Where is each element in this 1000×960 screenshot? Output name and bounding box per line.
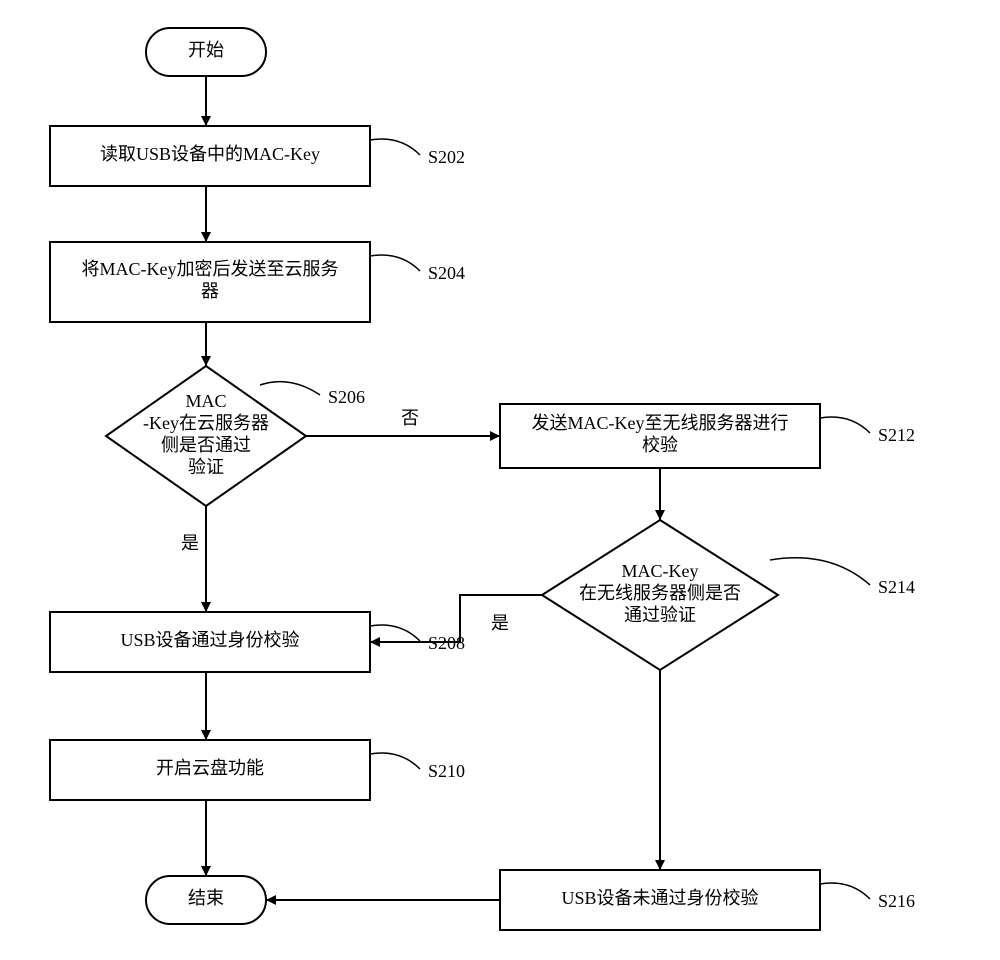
node-text-s206-2: 侧是否通过 xyxy=(161,435,251,455)
node-s210: 开启云盘功能 S210 xyxy=(50,740,465,800)
step-label-s208: S208 xyxy=(428,633,465,653)
step-label-s204: S204 xyxy=(428,263,465,283)
leader-s210 xyxy=(370,753,420,769)
leader-s206 xyxy=(260,382,320,395)
node-text-s204-0: 将MAC-Key加密后发送至云服务 xyxy=(82,259,339,279)
step-label-s206: S206 xyxy=(328,387,365,407)
step-label-s202: S202 xyxy=(428,147,465,167)
node-end: 结束 xyxy=(146,876,266,924)
node-text-s206-3: 验证 xyxy=(188,457,224,477)
leader-s204 xyxy=(370,255,420,271)
leader-s216 xyxy=(820,883,870,899)
node-text-s210-0: 开启云盘功能 xyxy=(156,758,264,778)
node-text-s206-1: -Key在云服务器 xyxy=(143,413,269,433)
leader-s208 xyxy=(370,625,420,641)
node-text-s206-0: MAC xyxy=(185,391,226,411)
node-text-s214-1: 在无线服务器侧是否 xyxy=(579,583,741,603)
step-label-s210: S210 xyxy=(428,761,465,781)
node-text-s202-0: 读取USB设备中的MAC-Key xyxy=(100,144,320,164)
leader-s202 xyxy=(370,139,420,155)
node-text-s214-2: 通过验证 xyxy=(624,605,696,625)
node-s202: 读取USB设备中的MAC-Key S202 xyxy=(50,126,465,186)
step-label-s214: S214 xyxy=(878,577,915,597)
node-s214: MAC-Key在无线服务器侧是否通过验证 S214 xyxy=(542,520,915,670)
node-start: 开始 xyxy=(146,28,266,76)
node-s204: 将MAC-Key加密后发送至云服务器 S204 xyxy=(50,242,465,322)
nodes-layer: 开始读取USB设备中的MAC-Key S202 将MAC-Key加密后发送至云服务器… xyxy=(50,28,915,930)
node-s212: 发送MAC-Key至无线服务器进行校验 S212 xyxy=(500,404,915,468)
node-text-s214-0: MAC-Key xyxy=(622,561,699,581)
leader-s212 xyxy=(820,417,870,433)
node-text-s204-1: 器 xyxy=(201,281,219,301)
leader-s214 xyxy=(770,558,870,585)
node-s216: USB设备未通过身份校验 S216 xyxy=(500,870,915,930)
edge-label-s206-s208: 是 xyxy=(181,533,199,553)
step-label-s212: S212 xyxy=(878,425,915,445)
step-label-s216: S216 xyxy=(878,891,915,911)
edge-label-s206-s212: 否 xyxy=(401,408,419,428)
node-text-s208-0: USB设备通过身份校验 xyxy=(120,630,299,650)
node-text-end-0: 结束 xyxy=(188,888,224,908)
node-text-s212-1: 校验 xyxy=(642,435,678,455)
node-text-start-0: 开始 xyxy=(188,40,224,60)
node-text-s212-0: 发送MAC-Key至无线服务器进行 xyxy=(532,413,789,433)
node-text-s216-0: USB设备未通过身份校验 xyxy=(561,888,758,908)
edge-label-s214-s208: 是 xyxy=(491,613,509,633)
